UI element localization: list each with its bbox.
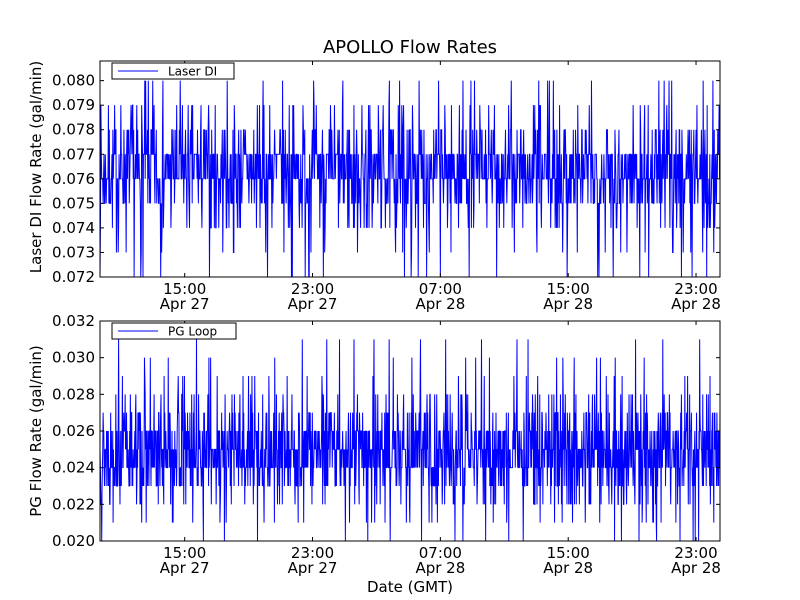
y-tick-label: 0.075 [52, 194, 95, 212]
y-tick-label: 0.030 [52, 349, 95, 367]
x-tick-label-time: 15:00 [547, 280, 590, 298]
x-tick-label-date: Apr 28 [671, 559, 721, 577]
plot-frame [99, 60, 721, 278]
series-line-pg-loop [100, 339, 720, 541]
x-tick-label-time: 23:00 [291, 280, 334, 298]
x-tick-label-time: 23:00 [291, 544, 334, 562]
y-tick-label: 0.074 [52, 219, 95, 237]
panel-pg-loop: PG Flow Rate (gal/min) 0.020 0.022 0.024 0.… [27, 312, 721, 577]
x-tick-label-date: Apr 27 [288, 559, 338, 577]
y-axis-label-pg-loop: PG Flow Rate (gal/min) [27, 345, 45, 517]
y-tick-label: 0.076 [52, 170, 95, 188]
y-tick-label: 0.028 [52, 385, 95, 403]
y-tick-label: 0.080 [52, 72, 95, 90]
x-tick-label-date: Apr 28 [671, 295, 721, 313]
x-tick-label-date: Apr 28 [543, 295, 593, 313]
y-axis-title: Laser DI Flow Rate (gal/min) [27, 61, 45, 273]
x-tick-label-date: Apr 28 [415, 295, 465, 313]
x-tick-label-time: 07:00 [419, 544, 462, 562]
x-tick-label-time: 15:00 [163, 280, 206, 298]
x-tick-label-time: 15:00 [547, 544, 590, 562]
legend-box [111, 322, 237, 340]
y-tick-label: 0.073 [52, 243, 95, 261]
x-axis-title: Date (GMT) [367, 578, 453, 596]
x-tick-label-time: 23:00 [674, 280, 717, 298]
y-tick-label: 0.024 [52, 459, 95, 477]
x-tick-label-date: Apr 28 [543, 559, 593, 577]
legend-label: PG Loop [168, 325, 217, 339]
x-tick-label-date: Apr 27 [160, 559, 210, 577]
legend-label: Laser DI [168, 65, 217, 79]
series-line-laser-di [100, 80, 720, 277]
x-tick-label-date: Apr 28 [415, 559, 465, 577]
x-tick-label-time: 23:00 [674, 544, 717, 562]
y-tick-label: 0.079 [52, 96, 95, 114]
y-tick-label: 0.020 [52, 532, 95, 550]
x-tick-label-time: 15:00 [163, 544, 206, 562]
y-tick-label: 0.078 [52, 121, 95, 139]
y-tick-label: 0.032 [52, 312, 95, 330]
x-tick-label-date: Apr 27 [160, 295, 210, 313]
y-axis-title: PG Flow Rate (gal/min) [27, 345, 45, 517]
x-tick-label-date: Apr 27 [288, 295, 338, 313]
y-tick-label: 0.022 [52, 495, 95, 513]
x-tick-label-time: 07:00 [419, 280, 462, 298]
legend-box [111, 62, 235, 80]
y-tick-label: 0.077 [52, 145, 95, 163]
chart-title: APOLLO Flow Rates [323, 37, 497, 58]
y-tick-label: 0.072 [52, 268, 95, 286]
y-axis-label-laser-di: Laser DI Flow Rate (gal/min) [27, 61, 45, 273]
y-tick-label: 0.026 [52, 422, 95, 440]
panel-laser-di: Laser DI Flow Rate (gal/min) 0.072 0.073 0… [27, 60, 721, 313]
